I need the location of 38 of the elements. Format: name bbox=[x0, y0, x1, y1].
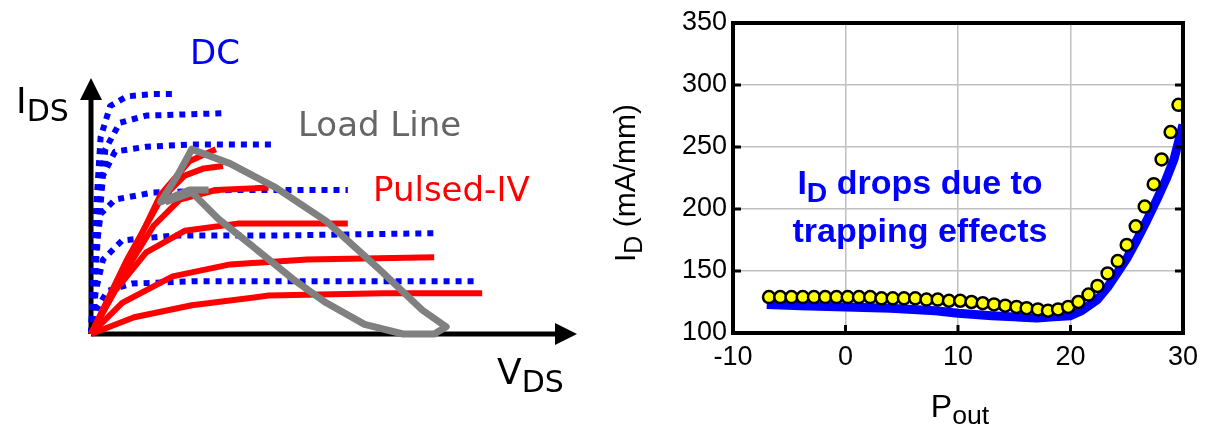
point bbox=[1019, 300, 1034, 316]
text: Pulsed-IV bbox=[373, 169, 530, 209]
point bbox=[1110, 253, 1125, 269]
x-tick-label: 30 bbox=[1167, 340, 1199, 371]
annotation: I$_{D}$ drops due to trapping effects bbox=[791, 162, 1049, 251]
point bbox=[818, 289, 833, 305]
x-axis-title: P$_{out}$ bbox=[929, 388, 991, 431]
text: DC bbox=[190, 32, 240, 72]
point bbox=[851, 289, 867, 305]
text: V$_{DS}$ bbox=[497, 351, 564, 400]
point bbox=[761, 289, 777, 305]
point bbox=[907, 291, 923, 306]
point bbox=[1119, 237, 1134, 253]
point bbox=[806, 289, 822, 305]
point bbox=[874, 291, 889, 306]
point bbox=[964, 294, 979, 310]
text: I$_{DS}$ bbox=[16, 80, 69, 129]
point bbox=[1146, 176, 1161, 192]
point bbox=[773, 289, 788, 305]
text: Load Line bbox=[298, 104, 462, 144]
point bbox=[1071, 294, 1086, 310]
point bbox=[1081, 287, 1096, 302]
point bbox=[1128, 219, 1143, 234]
point bbox=[829, 289, 844, 305]
x-tick-label: 0 bbox=[837, 340, 854, 371]
y-tick-label: 200 bbox=[681, 192, 727, 223]
point bbox=[1137, 199, 1152, 214]
y-tick-label: 300 bbox=[681, 68, 727, 99]
point bbox=[1163, 124, 1178, 140]
y-tick-label: 350 bbox=[681, 6, 727, 37]
x-tick-label: 10 bbox=[942, 340, 974, 371]
point bbox=[1090, 278, 1105, 294]
point bbox=[1100, 266, 1115, 281]
y-tick-label: 250 bbox=[681, 130, 727, 161]
point bbox=[1154, 152, 1169, 167]
point bbox=[784, 289, 799, 305]
x-tick-label: 20 bbox=[1055, 340, 1086, 371]
y-tick-label: 150 bbox=[681, 254, 727, 285]
